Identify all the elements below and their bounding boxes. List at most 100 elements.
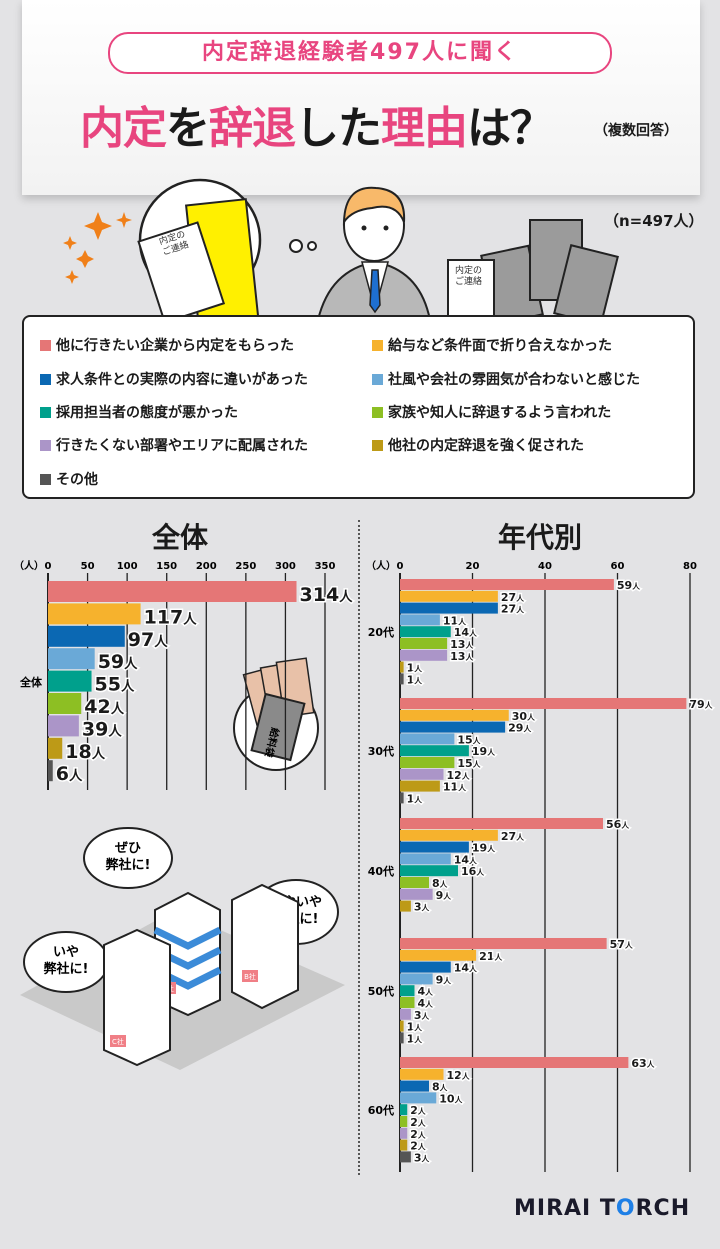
legend-label: 他社の内定辞退を強く促された	[388, 438, 584, 454]
bar	[400, 938, 607, 949]
bar	[48, 648, 95, 670]
bar	[400, 997, 415, 1008]
data-label: 13人	[450, 650, 473, 663]
data-label: 6人	[56, 763, 83, 785]
data-label: 55人	[95, 674, 135, 696]
bar	[400, 661, 404, 673]
bar	[400, 853, 451, 865]
bar	[400, 1139, 408, 1151]
legend-label: 家族や知人に辞退するよう言われた	[388, 405, 612, 421]
legend-swatch	[372, 439, 383, 451]
data-label: 63人	[631, 1057, 654, 1070]
data-label: 27人	[501, 830, 524, 843]
tick-label: 60	[611, 561, 625, 572]
data-label: 11人	[443, 781, 466, 794]
bar	[48, 760, 53, 782]
data-label: 10人	[439, 1092, 462, 1105]
title-part: 理由	[381, 103, 468, 154]
bar	[400, 590, 498, 602]
decor-illustrations: 給料袋 ぜひ弊社に! いやいや弊社に! いや弊社に! A社 B社 C社	[20, 657, 345, 1070]
tick-label: 250	[235, 561, 256, 572]
legend-item: 他社の内定辞退を強く促された	[372, 435, 584, 455]
building-a-icon: A社	[153, 891, 222, 1017]
bar	[400, 985, 415, 997]
bar	[400, 961, 451, 973]
legend-swatch	[372, 339, 383, 351]
data-label: 3人	[414, 901, 430, 914]
bar	[400, 745, 469, 757]
legend-item: その他	[40, 469, 98, 489]
data-label: 9人	[436, 889, 452, 902]
data-label: 2人	[410, 1140, 426, 1153]
data-label: 16人	[461, 865, 484, 878]
logo-text: RCH	[635, 1196, 691, 1221]
mirai-torch-logo: MIRAI TORCH	[514, 1196, 690, 1221]
bar	[400, 865, 458, 877]
svg-text:いや弊社に!: いや弊社に!	[44, 945, 89, 977]
bar	[400, 1092, 437, 1104]
bar	[400, 733, 455, 745]
tick-label: 80	[683, 561, 697, 572]
legend-item: 求人条件との実際の内容に違いがあった	[40, 369, 308, 389]
bar	[400, 1151, 411, 1163]
data-label: 117人	[144, 606, 198, 628]
salary-envelope-icon: 給料袋	[233, 657, 319, 771]
legend-swatch	[372, 406, 383, 418]
data-label: 14人	[454, 962, 477, 975]
bar	[400, 698, 687, 709]
logo-text: MIRAI T	[514, 1196, 616, 1221]
sparkle-icon	[63, 212, 132, 284]
data-label: 8人	[432, 1081, 448, 1094]
tick-label: 0	[397, 561, 404, 572]
data-label: 1人	[407, 662, 423, 675]
title-part: は？	[467, 103, 554, 154]
legend-item: 社風や会社の雰囲気が合わないと感じた	[372, 369, 640, 389]
category-label: 40代	[368, 864, 394, 878]
data-label: 14人	[454, 853, 477, 866]
legend-label: 採用担当者の態度が悪かった	[56, 405, 238, 421]
bar	[400, 829, 498, 841]
bar	[400, 949, 477, 961]
bar	[48, 670, 92, 692]
legend-item: 採用担当者の態度が悪かった	[40, 402, 238, 422]
legend-swatch	[40, 406, 51, 418]
bar	[400, 1104, 408, 1116]
data-label: 2人	[410, 1104, 426, 1117]
data-label: 27人	[501, 591, 524, 604]
title-part: した	[295, 103, 382, 154]
building-c-icon: C社	[103, 928, 171, 1067]
bar	[48, 581, 297, 602]
page-title: 内定を辞退した理由は？	[80, 92, 640, 156]
legend-label: 求人条件との実際の内容に違いがあった	[56, 372, 308, 388]
data-label: 9人	[436, 973, 452, 986]
legend: 他に行きたい企業から内定をもらった 給与など条件面で折り合えなかった 求人条件と…	[22, 315, 695, 499]
data-label: 15人	[457, 733, 480, 746]
title-part: を	[166, 103, 210, 154]
legend-label: 社風や会社の雰囲気が合わないと感じた	[388, 372, 640, 388]
data-label: 30人	[512, 710, 535, 723]
svg-text:B社: B社	[244, 972, 256, 981]
thought-bubble	[137, 178, 317, 320]
envelopes-icon	[447, 219, 619, 320]
data-label: 57人	[610, 938, 633, 951]
data-label: 11人	[443, 614, 466, 627]
bar	[400, 602, 498, 614]
data-label: 79人	[689, 698, 712, 711]
data-label: 27人	[501, 603, 524, 616]
svg-text:ぜひ弊社に!: ぜひ弊社に!	[106, 841, 151, 873]
svg-text:C社: C社	[112, 1037, 124, 1046]
bar	[400, 1008, 411, 1020]
title-part: 内定	[80, 103, 167, 154]
torch-icon: O	[615, 1196, 636, 1221]
data-label: 2人	[410, 1116, 426, 1129]
data-label: 15人	[457, 757, 480, 770]
legend-item: 行きたくない部署やエリアに配属された	[40, 435, 308, 455]
bar	[400, 721, 506, 733]
legend-swatch	[40, 339, 51, 351]
bar	[400, 579, 614, 590]
sample-size: （n=497人）	[604, 212, 704, 230]
speech-bubble: いや弊社に!	[23, 931, 109, 993]
bar	[400, 768, 444, 780]
legend-label: 行きたくない部署やエリアに配属された	[56, 438, 308, 454]
